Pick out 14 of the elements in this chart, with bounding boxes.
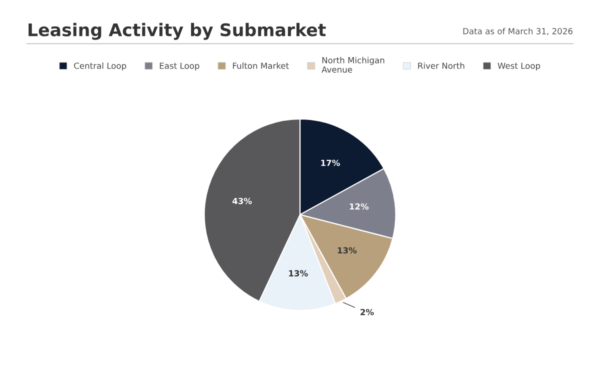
data-label: 43% — [232, 198, 252, 204]
legend-label: River North — [418, 62, 464, 69]
legend-label: North Michigan Avenue — [322, 56, 384, 73]
legend-label: West Loop — [498, 62, 540, 70]
data-label: 13% — [338, 247, 357, 254]
legend-label: East Loop — [160, 62, 200, 70]
legend-label: Fulton Market — [233, 62, 289, 69]
text: Data as of March 31, 2026 — [463, 28, 572, 36]
legend-label: Central Loop — [74, 62, 126, 70]
chart-title: Leasing Activity by Submarket — [28, 22, 326, 40]
data-label: 12% — [350, 203, 369, 210]
data-label: 2% — [360, 308, 374, 316]
data-label: 17% — [321, 160, 340, 166]
data-label: 13% — [289, 270, 308, 276]
